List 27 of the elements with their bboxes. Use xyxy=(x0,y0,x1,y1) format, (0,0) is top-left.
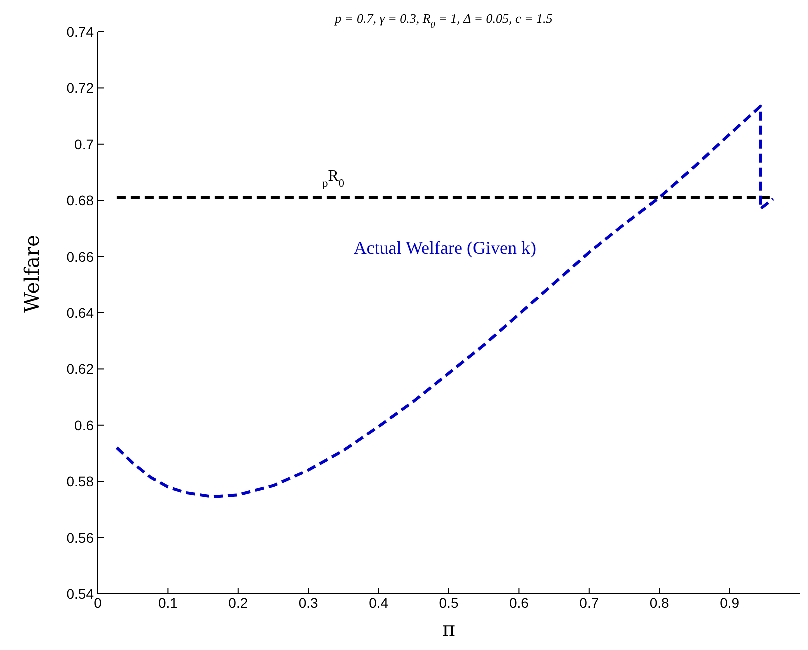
y-tick-label: 0.66 xyxy=(66,248,94,265)
x-tick-label: 0.4 xyxy=(369,594,389,611)
line-series xyxy=(115,104,775,499)
x-tick-label: 0.5 xyxy=(439,594,459,611)
x-tick-label: 0.7 xyxy=(580,594,600,611)
x-axis-title: π xyxy=(442,617,456,641)
y-tick-label: 0.7 xyxy=(74,136,94,152)
x-tick-label: 0.3 xyxy=(298,594,319,611)
y-tick-label: 0.56 xyxy=(66,530,94,546)
series-label: $_{p}$R$_{0}$ xyxy=(322,168,345,190)
y-axis-title: Welfare xyxy=(20,235,44,313)
y-tick-label: 0.72 xyxy=(66,80,94,96)
x-tick-label: 0.9 xyxy=(720,594,740,611)
chart-title: p = 0.7, γ = 0.3, R$_{0}$ = 1, Δ = 0.05, c = 1.5 xyxy=(334,11,554,30)
x-tick-label: 0 xyxy=(94,594,102,611)
y-tick-label: 0.62 xyxy=(66,361,94,378)
y-tick-label: 0.68 xyxy=(66,192,94,209)
series-label: Actual Welfare (Given k) xyxy=(354,238,536,258)
y-tick-label: 0.54 xyxy=(66,586,94,602)
y-tick-label: 0.64 xyxy=(66,304,94,321)
y-tick-label: 0.74 xyxy=(66,24,94,40)
x-tick-label: 0.2 xyxy=(228,594,248,611)
x-tick-label: 0.6 xyxy=(509,594,530,611)
y-tick-label: 0.6 xyxy=(74,417,94,434)
x-tick-label: 0.8 xyxy=(650,594,670,611)
y-tick-label: 0.58 xyxy=(66,474,94,490)
x-tick-label: 0.1 xyxy=(158,594,178,611)
